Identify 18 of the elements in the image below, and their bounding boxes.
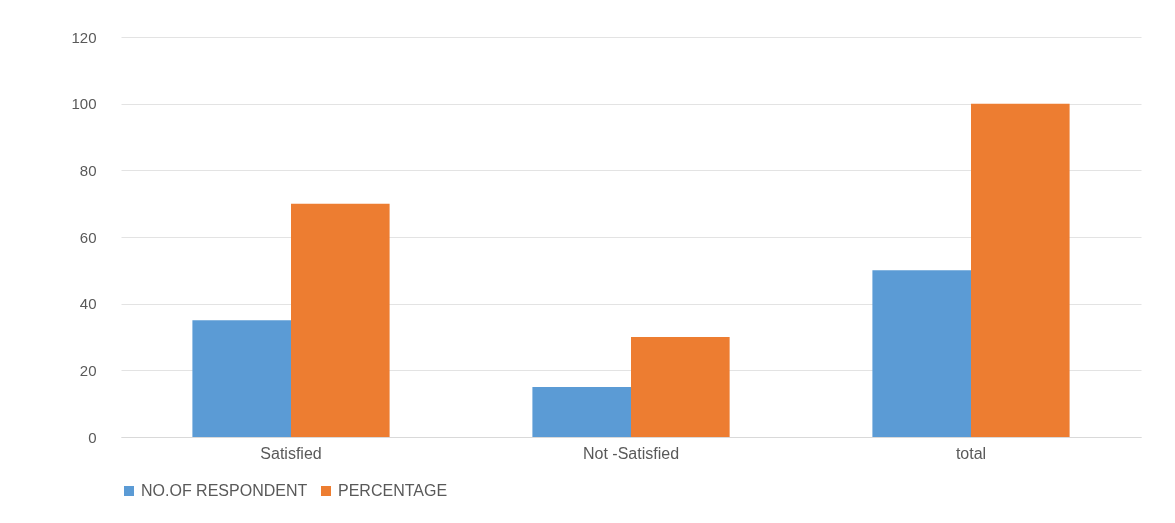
y-tick-label: 0 [88,428,97,446]
y-tick-label: 20 [79,361,97,379]
y-tick-label: 80 [79,161,97,179]
legend-label: NO.OF RESPONDENT [141,482,308,499]
x-tick-label: total [955,444,987,462]
legend-label: PERCENTAGE [338,482,448,499]
y-tick-label: 100 [71,95,97,113]
y-tick-label: 120 [71,28,97,46]
y-tick-label: 40 [79,295,97,313]
bar [532,387,631,437]
bar [971,103,1070,437]
x-tick-label: Satisfied [260,444,322,462]
bar [192,320,291,437]
bar [291,203,390,437]
bar [631,337,730,437]
bar [872,270,971,437]
y-tick-label: 60 [79,228,97,246]
x-tick-label: Not -Satisfied [582,444,680,462]
